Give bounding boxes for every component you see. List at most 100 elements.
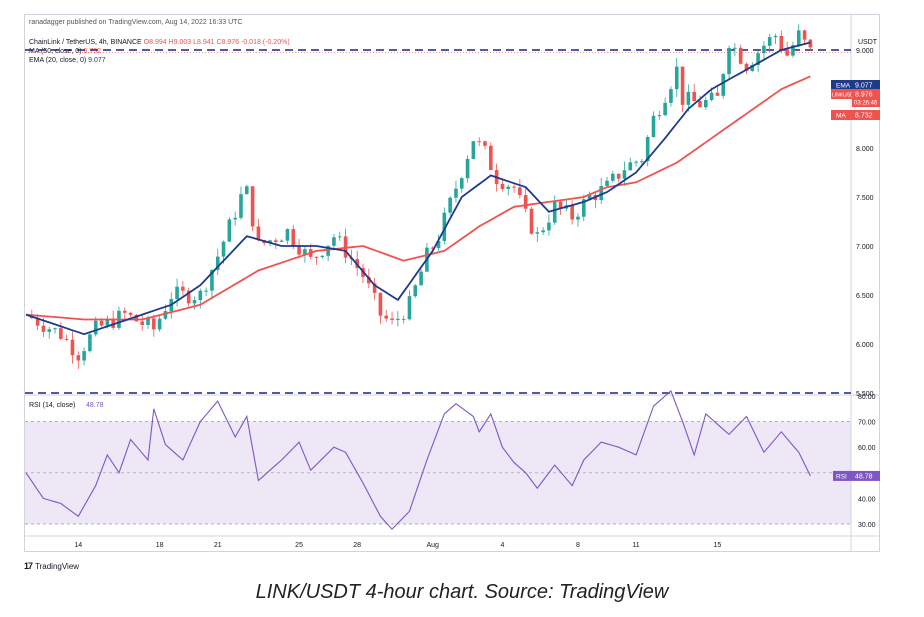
countdown-text: 03:26:46 (854, 101, 878, 107)
candle-body (558, 201, 563, 209)
candle-body (767, 37, 772, 46)
candle-body (239, 194, 243, 218)
candle-body (442, 212, 447, 241)
candle-body (384, 315, 389, 319)
candle-body (506, 186, 511, 189)
rsi-tick-label: 70.00 (858, 420, 876, 427)
candle-body (291, 229, 296, 246)
candle-body (727, 48, 731, 75)
candle-body (244, 186, 249, 195)
candle-body (233, 217, 237, 220)
candle-body (454, 188, 458, 198)
candle-body (93, 320, 98, 335)
candle-body (773, 35, 778, 38)
ema-label: EMA (20, close, 0) (29, 57, 87, 64)
price-tick-label: 5.500 (856, 391, 874, 398)
candle-body (657, 115, 662, 117)
candle-body (367, 276, 371, 284)
chart-svg[interactable]: USDT9.0008.5008.0007.5007.0006.5006.0005… (0, 0, 924, 560)
candle-body (733, 47, 737, 49)
rsi-badge-tag (833, 470, 852, 481)
price-badge-tag-text: MA (836, 113, 846, 120)
candle-body (645, 136, 650, 162)
candle-body (518, 187, 522, 196)
candle-body (669, 89, 673, 103)
candle-body (407, 296, 412, 320)
ema20-line (25, 41, 811, 336)
ma-legend[interactable]: MA (50, close, 0) 8.732 (29, 48, 101, 55)
rsi-band (25, 421, 851, 524)
candle-body (268, 240, 272, 244)
candle-body (111, 318, 115, 328)
rsi-tick-label: 30.00 (858, 522, 876, 529)
candle-body (779, 35, 784, 50)
candle-body (204, 290, 208, 292)
candle-body (674, 66, 679, 90)
candle-body (82, 351, 86, 361)
time-tick-label: 25 (295, 542, 303, 549)
figure-caption: LINK/USDT 4-hour chart. Source: TradingV… (255, 581, 669, 603)
candle-body (750, 64, 755, 71)
candle-body (256, 226, 261, 241)
candle-body (791, 45, 795, 56)
rsi-badge-value-text: 48.78 (855, 473, 873, 480)
candle-body (250, 186, 255, 227)
candle-body (686, 91, 691, 105)
candle-body (721, 74, 726, 96)
candle-body (332, 237, 336, 246)
candle-body (396, 318, 400, 320)
candle-body (186, 290, 191, 304)
candle-body (181, 286, 185, 291)
candle-body (70, 339, 75, 356)
candle-body (651, 115, 656, 137)
high-value: H9.003 (168, 39, 192, 46)
tradingview-mark-icon: 17 (24, 561, 33, 571)
candle-body (401, 318, 406, 320)
change-value: -0.018 (-0.20%) (241, 39, 290, 46)
candle-body (419, 271, 423, 286)
price-badge-tag (831, 80, 852, 90)
candle-body (210, 269, 214, 291)
ema-legend[interactable]: EMA (20, close, 0) 9.077 (29, 57, 106, 64)
candle-body (198, 290, 203, 301)
symbol-legend[interactable]: ChainLink / TetherUS, 4h, BINANCE O8.994… (29, 39, 290, 46)
candle-body (320, 255, 325, 258)
candle-body (576, 216, 580, 220)
price-badge-value (852, 80, 880, 90)
candle-body (303, 249, 307, 255)
candle-body (88, 334, 92, 352)
candle-body (599, 185, 604, 201)
candle-body (634, 161, 638, 163)
candle-body (134, 314, 139, 322)
symbol-label: ChainLink / TetherUS, 4h, BINANCE (29, 39, 142, 46)
ma-value: 8.732 (83, 48, 102, 55)
price-badge-value-text: 8.732 (855, 113, 873, 120)
candle-body (326, 245, 330, 256)
candle-body (105, 318, 110, 326)
candle-body (297, 245, 301, 255)
time-tick-label: 15 (714, 542, 722, 549)
candle-body (785, 49, 789, 56)
price-tick-label: 9.000 (856, 48, 874, 55)
candle-body (762, 45, 766, 54)
ma50-line (25, 75, 811, 321)
candle-body (698, 101, 702, 108)
candle-body (512, 186, 516, 188)
candle-body (529, 208, 534, 234)
candle-body (140, 321, 145, 325)
candle-body (47, 329, 52, 332)
rsi-label: RSI (14, close) (29, 402, 75, 409)
candle-body (41, 325, 46, 332)
candle-body (709, 92, 714, 100)
rsi-badge-value (852, 470, 880, 481)
candle-body (215, 256, 220, 270)
price-tick-label: 7.000 (856, 244, 874, 251)
candle-body (372, 283, 377, 293)
candle-body (523, 195, 528, 209)
candle-body (163, 311, 168, 319)
candle-body (640, 161, 644, 163)
candle-body (796, 30, 801, 46)
price-badge-value (852, 89, 880, 107)
ema-value: 9.077 (88, 57, 106, 64)
candle-body (157, 318, 162, 330)
